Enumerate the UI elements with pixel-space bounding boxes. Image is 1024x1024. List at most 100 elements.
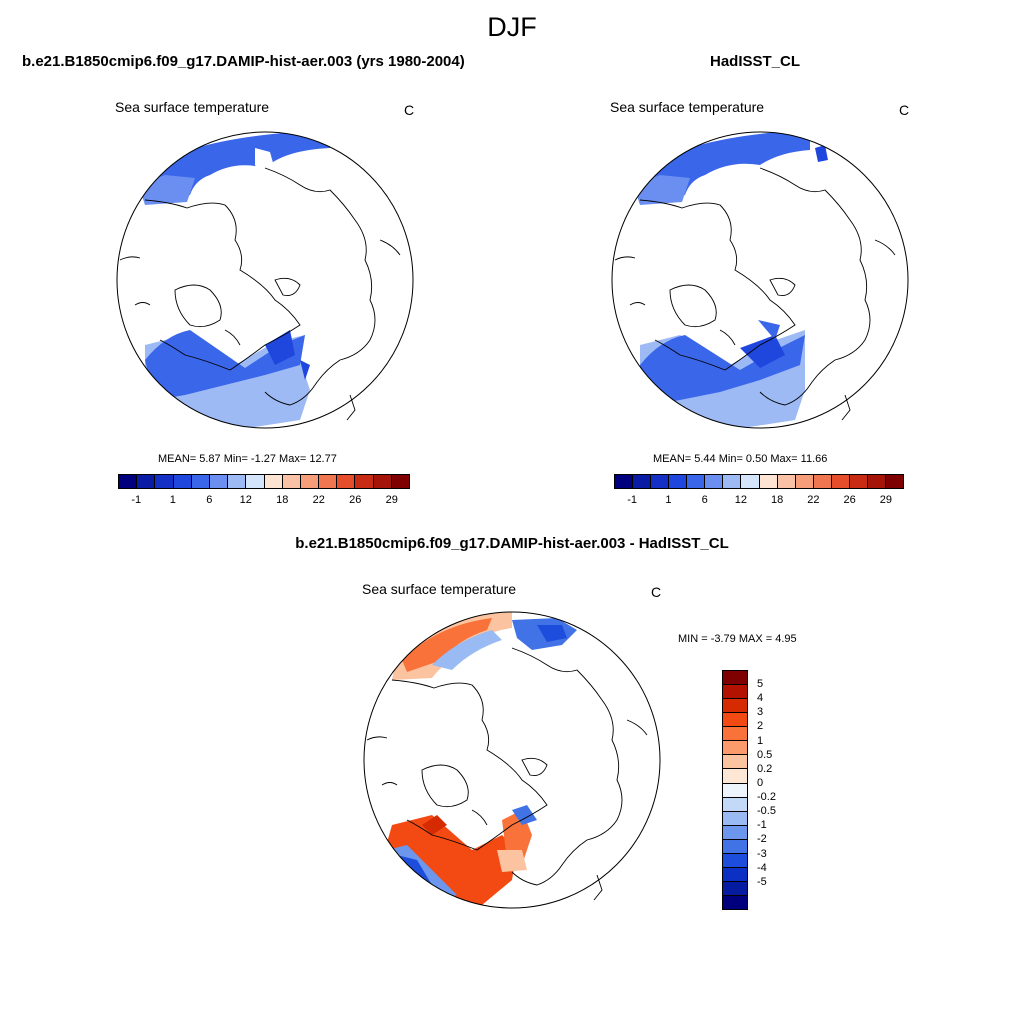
colorbar-swatch (355, 475, 374, 488)
colorbar-swatch (849, 475, 868, 488)
colorbar-tick-label: 4 (757, 692, 764, 705)
colorbar-swatch (723, 713, 747, 728)
colorbar-swatch (723, 741, 747, 756)
colorbar-swatch (300, 475, 320, 488)
colorbar-swatch (723, 685, 747, 700)
main-title: DJF (487, 12, 537, 42)
panel-3-stats: MIN = -3.79 MAX = 4.95 (678, 633, 797, 645)
colorbar-swatch (615, 475, 634, 488)
panel-2-title: HadISST_CL (710, 53, 801, 70)
colorbar-tick-label: 0.5 (757, 748, 773, 761)
colorbar-tick-label: -3 (757, 847, 767, 860)
panel-3-title: b.e21.B1850cmip6.f09_g17.DAMIP-hist-aer.… (295, 535, 729, 552)
colorbar-swatch (137, 475, 156, 488)
panel-2-subtitle: Sea surface temperature (610, 99, 765, 115)
colorbar-swatch (246, 475, 265, 488)
colorbar-panel-2-ticks: -1 1 6 12 18 22 26 29 (614, 494, 904, 508)
colorbar-tick-label: 6 (701, 494, 708, 506)
colorbar-tick-label: 29 (879, 494, 892, 506)
colorbar-swatch (391, 475, 409, 488)
map-panel-3 (363, 611, 661, 909)
colorbar-tick-label: 1 (665, 494, 672, 506)
panel-2-stats: MEAN= 5.44 Min= 0.50 Max= 11.66 (653, 453, 828, 465)
colorbar-tick-label: 1 (757, 734, 764, 747)
colorbar-swatch (741, 475, 760, 488)
colorbar-swatch (723, 881, 747, 896)
colorbar-swatch (723, 839, 747, 854)
colorbar-swatch (319, 475, 338, 488)
colorbar-tick-label: 18 (771, 494, 784, 506)
colorbar-swatch (191, 475, 210, 488)
colorbar-swatch (155, 475, 174, 488)
colorbar-swatch (723, 825, 747, 840)
colorbar-tick-label: 26 (843, 494, 856, 506)
colorbar-swatch (813, 475, 832, 488)
colorbar-swatch (669, 475, 688, 488)
colorbar-panel-1-ticks: -1 1 6 12 18 22 26 29 (118, 494, 410, 508)
colorbar-swatch (723, 867, 747, 882)
colorbar-swatch (373, 475, 392, 488)
colorbar-tick-label: -1 (757, 819, 767, 832)
colorbar-tick-label: 18 (276, 494, 289, 506)
colorbar-tick-label: -1 (627, 494, 638, 506)
colorbar-swatch (777, 475, 796, 488)
colorbar-swatch (337, 475, 356, 488)
colorbar-swatch (264, 475, 283, 488)
colorbar-panel-2 (614, 474, 904, 489)
colorbar-tick-label: 26 (349, 494, 362, 506)
colorbar-tick-label: 29 (385, 494, 398, 506)
colorbar-swatch (723, 755, 747, 770)
colorbar-swatch (173, 475, 192, 488)
colorbar-tick-label: 3 (757, 706, 764, 719)
panel-1-units: C (404, 102, 415, 118)
colorbar-swatch (633, 475, 652, 488)
colorbar-tick-label: 0.2 (757, 762, 773, 775)
colorbar-tick-label: 2 (757, 720, 764, 733)
colorbar-swatch (282, 475, 301, 488)
colorbar-tick-label: 22 (807, 494, 820, 506)
colorbar-tick-label: -2 (757, 833, 767, 846)
panel-1-stats: MEAN= 5.87 Min= -1.27 Max= 12.77 (158, 453, 337, 465)
colorbar-swatch (209, 475, 229, 488)
colorbar-tick-label: 1 (169, 494, 176, 506)
colorbar-swatch (723, 475, 742, 488)
panel-1-title: b.e21.B1850cmip6.f09_g17.DAMIP-hist-aer.… (22, 53, 465, 70)
colorbar-swatch (651, 475, 670, 488)
colorbar-swatch (705, 475, 724, 488)
colorbar-panel-3 (722, 670, 748, 910)
colorbar-tick-label: 6 (206, 494, 213, 506)
colorbar-tick-label: 22 (312, 494, 325, 506)
colorbar-tick-label: 12 (239, 494, 252, 506)
panel-3-units: C (651, 584, 662, 600)
colorbar-swatch (723, 811, 747, 826)
colorbar-tick-label: -4 (757, 861, 767, 874)
colorbar-swatch (795, 475, 814, 488)
map-panel-2 (611, 131, 909, 429)
colorbar-tick-label: -1 (131, 494, 142, 506)
panel-2-units: C (899, 102, 910, 118)
colorbar-swatch (228, 475, 247, 488)
colorbar-tick-label: -0.2 (757, 791, 776, 804)
colorbar-swatch (867, 475, 886, 488)
colorbar-swatch (723, 769, 747, 784)
colorbar-tick-label: -0.5 (757, 805, 776, 818)
colorbar-swatch (759, 475, 778, 488)
colorbar-swatch (687, 475, 706, 488)
map-panel-1 (116, 131, 414, 429)
colorbar-swatch (723, 853, 747, 868)
colorbar-swatch (831, 475, 850, 488)
colorbar-swatch (119, 475, 138, 488)
colorbar-tick-label: 12 (734, 494, 747, 506)
panel-3-subtitle: Sea surface temperature (362, 581, 517, 597)
colorbar-swatch (723, 896, 747, 910)
panel-1-subtitle: Sea surface temperature (115, 99, 270, 115)
colorbar-tick-label: 5 (757, 678, 764, 691)
colorbar-panel-1 (118, 474, 410, 489)
colorbar-swatch (723, 699, 747, 714)
colorbar-swatch (885, 475, 903, 488)
colorbar-swatch (723, 671, 747, 686)
colorbar-panel-3-ticks: 5 4 3 2 1 0.5 0.2 0 -0.2 -0.5 -1 -2 -3 -4 -5 (757, 670, 797, 910)
colorbar-tick-label: 0 (757, 776, 764, 789)
colorbar-swatch (723, 727, 747, 742)
colorbar-tick-label: -5 (757, 875, 767, 888)
